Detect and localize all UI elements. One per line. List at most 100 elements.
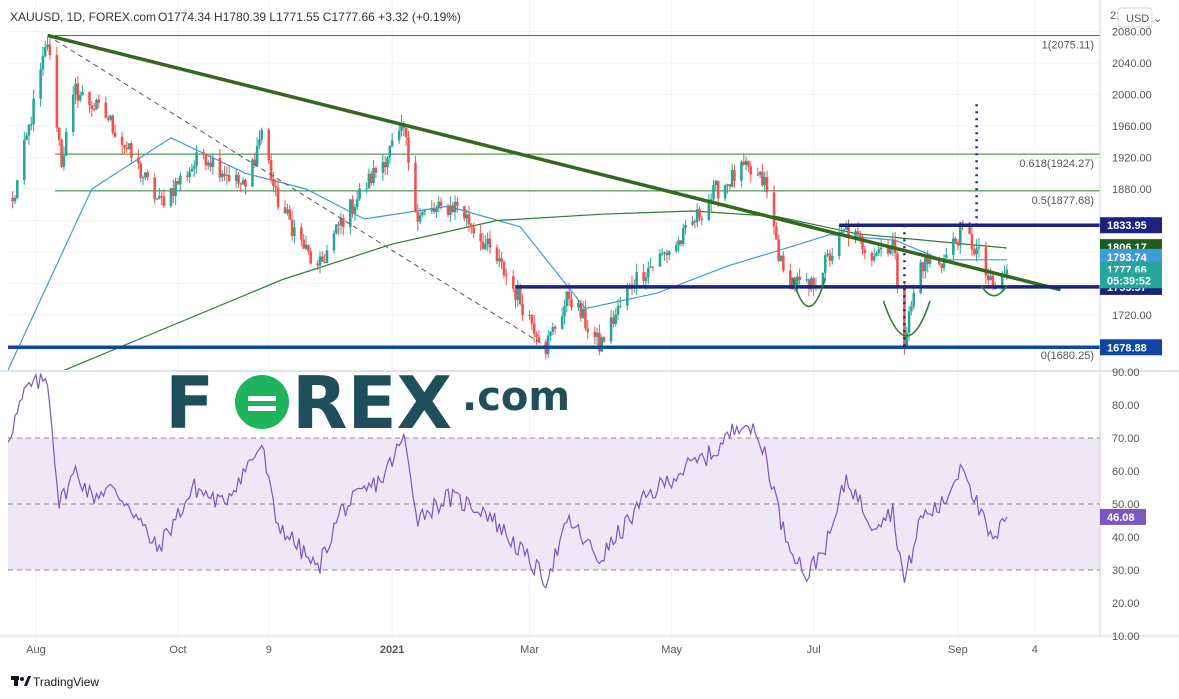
candle-body — [663, 252, 666, 254]
candle-body — [942, 258, 946, 269]
price-axis-label: 1880.00 — [1112, 184, 1152, 196]
candle-body — [938, 258, 941, 265]
candle-body — [728, 184, 732, 187]
candle-up — [677, 236, 680, 253]
candle-up — [465, 209, 468, 228]
candle-body — [691, 221, 694, 225]
candle-body — [579, 303, 583, 318]
candle-body — [351, 199, 354, 214]
currency-button[interactable]: USD ⌄ — [1117, 7, 1162, 28]
candle-up — [27, 123, 31, 145]
candle-body — [390, 140, 394, 147]
candle-up — [616, 299, 620, 321]
candle-body — [567, 291, 571, 300]
price-tag-box — [1100, 339, 1162, 356]
candle-body — [130, 143, 133, 158]
time-axis-label: 2021 — [380, 644, 404, 656]
candle-body — [253, 159, 257, 166]
candle-down — [351, 195, 354, 218]
candle-down — [439, 197, 443, 210]
candle-body — [919, 262, 922, 294]
candle-down — [176, 178, 180, 186]
candle-down — [749, 161, 753, 183]
candle-up — [565, 290, 569, 313]
candle-body — [48, 44, 52, 56]
candle-body — [125, 147, 129, 149]
candle-body — [155, 198, 159, 200]
candle-body — [137, 157, 140, 164]
candle-body — [907, 311, 911, 333]
candle-down — [511, 270, 515, 293]
candle-body — [367, 173, 371, 189]
rsi-indicator — [8, 372, 1100, 589]
candle-body — [677, 240, 680, 246]
price-tag: 05:39:52 — [1100, 272, 1162, 289]
candle-body — [220, 173, 224, 178]
time-axis[interactable]: Aug Oct 9 2021 Mar May Jul Sep 4 — [26, 644, 1038, 656]
candle-body — [695, 209, 699, 223]
candle-body — [290, 219, 294, 236]
candle-body — [905, 332, 909, 348]
candle-body — [840, 231, 843, 234]
downtrend-line — [47, 33, 1061, 292]
candle-body — [651, 266, 655, 268]
candle-body — [681, 227, 685, 244]
candle-body — [90, 105, 94, 109]
symbol-title[interactable]: XAUUSD, 1D, FOREX.com — [10, 10, 156, 24]
candle-up — [46, 36, 49, 51]
candle-body — [488, 238, 492, 248]
candle-body — [984, 247, 988, 276]
rsi-value-box — [1100, 508, 1146, 525]
candle-body — [323, 261, 326, 264]
candle-body — [397, 130, 401, 141]
candle-body — [716, 180, 720, 199]
candle-body — [88, 91, 91, 106]
candle-body — [342, 218, 345, 228]
candle-down — [798, 268, 801, 285]
fib-level-label: 1(2075.11) — [1042, 39, 1094, 51]
candle-down — [446, 203, 450, 218]
candle-up — [62, 146, 66, 171]
candle-down — [106, 115, 110, 123]
rsi-axis-label: 70.00 — [1112, 433, 1140, 445]
candle-up — [25, 132, 28, 141]
candle-down — [342, 214, 345, 236]
candle-down — [921, 261, 925, 279]
candle-up — [332, 229, 336, 254]
rsi-axis[interactable]: 10.00 20.00 30.00 40.00 50.00 60.00 70.00 80.00… — [1112, 367, 1140, 643]
candle-body — [747, 160, 750, 167]
candle-body — [977, 247, 981, 249]
candle-body — [600, 337, 604, 352]
candle-body — [642, 272, 645, 282]
candle-up — [220, 170, 224, 182]
rsi-value-tag: 46.08 — [1100, 508, 1146, 525]
candle-up — [919, 259, 922, 295]
candle-body — [805, 279, 808, 281]
candle-body — [830, 255, 834, 261]
candle-down — [162, 188, 166, 208]
candle-up — [484, 234, 487, 251]
candle-body — [109, 115, 112, 120]
candle-body — [446, 205, 450, 216]
candle-down — [269, 153, 273, 184]
candle-body — [383, 162, 387, 168]
candle-up — [879, 239, 883, 257]
candle-body — [679, 240, 683, 244]
candle-body — [1000, 276, 1004, 290]
candle-up — [388, 145, 392, 164]
candle-body — [649, 266, 652, 268]
candle-up — [358, 182, 361, 201]
candle-up — [16, 179, 19, 200]
candle-up — [691, 216, 694, 227]
candle-body — [465, 214, 468, 219]
candle-body — [647, 267, 650, 278]
candle-up — [81, 84, 84, 96]
candle-body — [456, 201, 459, 206]
chevron-down-icon: ⌄ — [1153, 13, 1162, 25]
candle-up — [796, 272, 799, 294]
fib-level-label: 0.618(1924.27) — [1019, 158, 1094, 170]
tradingview-logo[interactable]: TradingView — [11, 675, 99, 689]
candle-body — [318, 256, 322, 266]
